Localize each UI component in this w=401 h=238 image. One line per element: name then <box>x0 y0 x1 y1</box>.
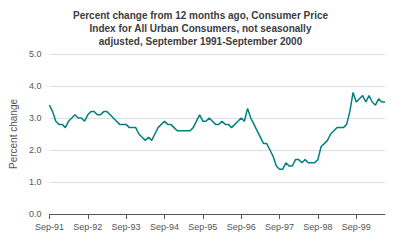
svg-text:Sep-97: Sep-97 <box>265 222 294 232</box>
svg-text:1.0: 1.0 <box>29 177 42 187</box>
svg-text:Sep-93: Sep-93 <box>112 222 141 232</box>
svg-text:Sep-98: Sep-98 <box>303 222 332 232</box>
svg-text:Sep-92: Sep-92 <box>73 222 102 232</box>
svg-text:2.0: 2.0 <box>29 145 42 155</box>
svg-text:Percent change from 12 months: Percent change from 12 months ago, Consu… <box>73 10 329 21</box>
svg-text:Sep-94: Sep-94 <box>150 222 179 232</box>
svg-text:3.0: 3.0 <box>29 113 42 123</box>
svg-text:Sep-91: Sep-91 <box>35 222 64 232</box>
svg-text:Index for All Urban Consumers,: Index for All Urban Consumers, not seaso… <box>90 23 312 34</box>
svg-text:Sep-96: Sep-96 <box>227 222 256 232</box>
svg-text:adjusted, September 1991-Septe: adjusted, September 1991-September 2000 <box>99 36 303 47</box>
svg-text:Sep-95: Sep-95 <box>188 222 217 232</box>
svg-text:Percent change: Percent change <box>8 99 19 169</box>
svg-text:5.0: 5.0 <box>29 49 42 59</box>
svg-text:0.0: 0.0 <box>29 209 42 219</box>
svg-text:Sep-99: Sep-99 <box>342 222 371 232</box>
svg-text:4.0: 4.0 <box>29 81 42 91</box>
